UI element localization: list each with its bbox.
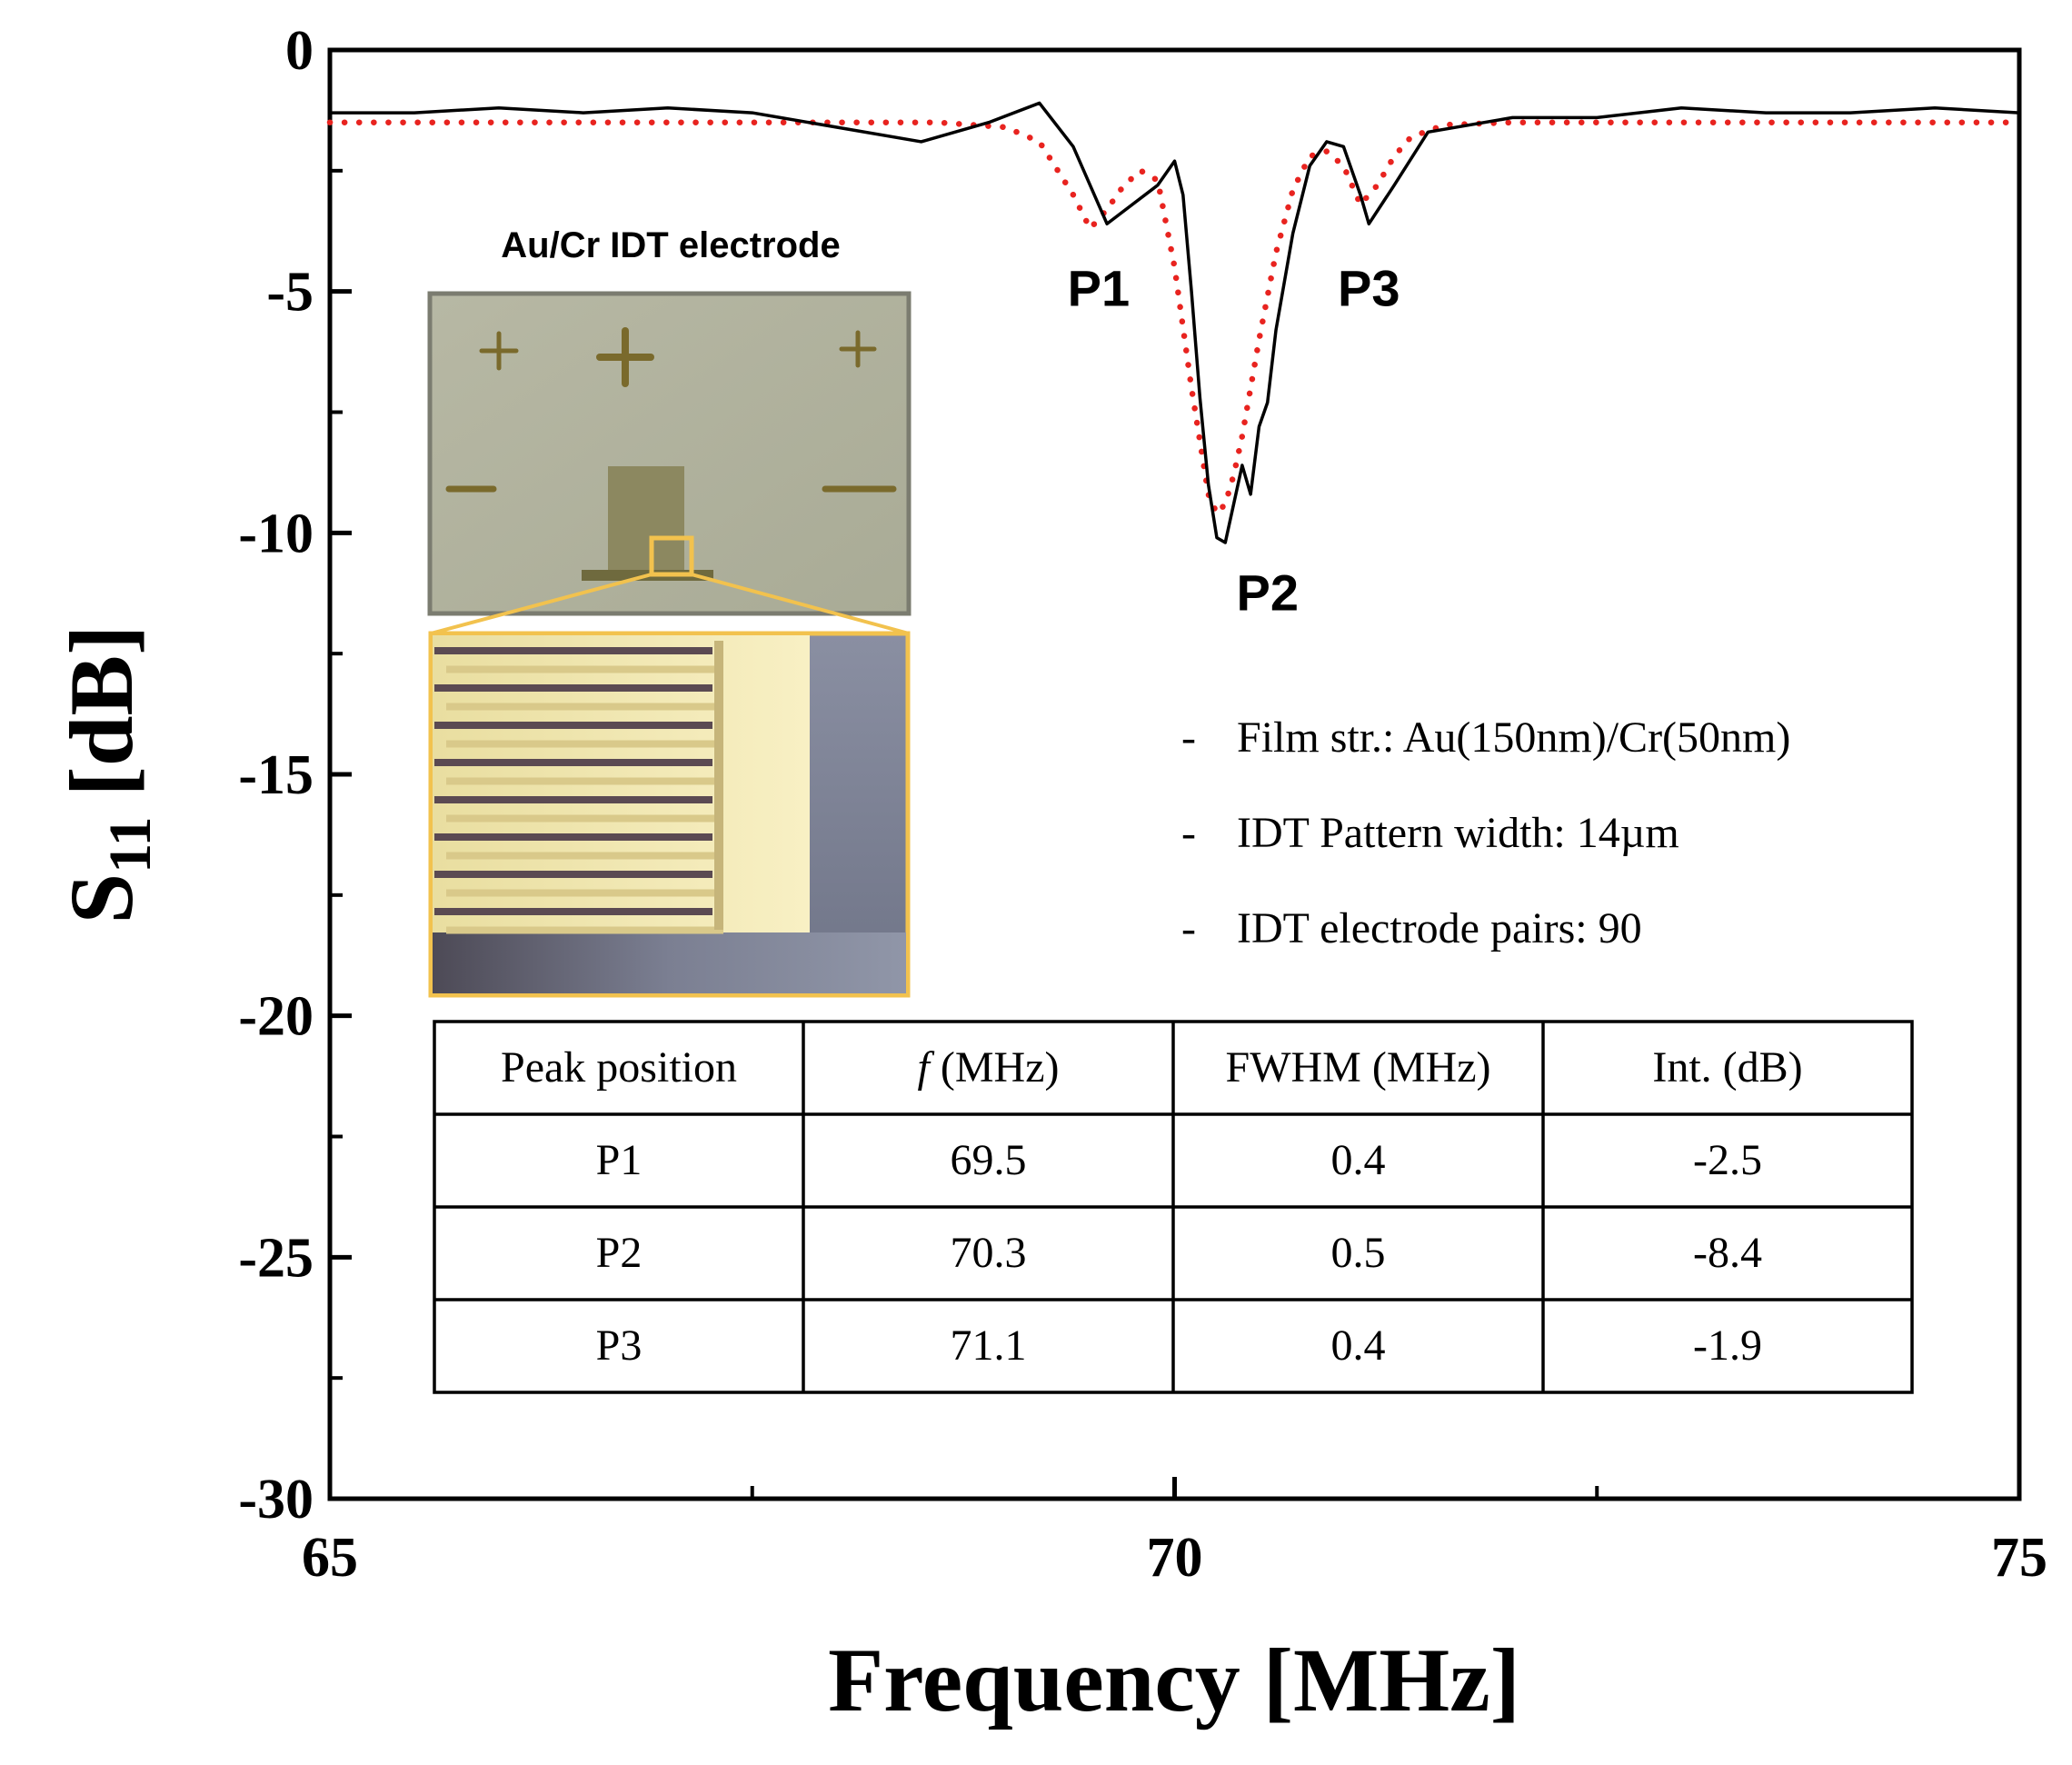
y-axis-subscript: 11 [97, 816, 164, 873]
zoom-connector [430, 573, 910, 635]
idt-finger [446, 777, 723, 785]
table-cell: 0.4 [1331, 1321, 1386, 1370]
x-tick-label: 70 [1147, 1527, 1203, 1589]
electrode-pad [608, 466, 684, 573]
table-cell: -8.4 [1693, 1229, 1762, 1277]
y-tick-label: -25 [238, 1227, 314, 1289]
y-tick-label: -30 [238, 1469, 314, 1531]
info-bullet: - [1181, 713, 1196, 762]
table-header: Int. (dB) [1652, 1043, 1802, 1092]
table-cell: P2 [596, 1229, 643, 1277]
table-cell: -2.5 [1693, 1136, 1762, 1184]
idt-finger [434, 684, 712, 692]
idt-finger [446, 703, 723, 711]
idt-finger [434, 871, 712, 878]
y-axis-unit: [dB] [51, 625, 152, 797]
idt-finger [434, 647, 712, 654]
x-tick-label: 75 [1991, 1527, 2047, 1589]
y-tick-label: -20 [238, 986, 314, 1048]
y-tick-label: -5 [266, 262, 314, 324]
table-cell: P3 [596, 1321, 643, 1370]
idt-finger [446, 814, 723, 823]
info-bullet: - [1181, 904, 1196, 952]
table-cell: P1 [596, 1136, 643, 1184]
idt-finger [434, 908, 712, 915]
x-tick-label: 65 [302, 1527, 358, 1589]
y-tick-label: -15 [238, 744, 314, 806]
table-cell: 0.4 [1331, 1136, 1386, 1184]
table-cell: 0.5 [1331, 1229, 1386, 1277]
peak-table: Peak position f (MHz) FWHM (MHz) Int. (dB) P… [433, 1020, 1914, 1394]
table-header: f (MHz) [918, 1043, 1060, 1092]
idt-finger [446, 665, 723, 673]
idt-finger [434, 796, 712, 803]
peak-label: P2 [1236, 563, 1299, 621]
peak-label: P3 [1338, 260, 1400, 317]
info-line: IDT Pattern width: 14µm [1237, 809, 1679, 857]
fit-line [326, 119, 2023, 520]
table-cell: 71.1 [951, 1321, 1027, 1370]
info-bullet: - [1181, 809, 1196, 857]
axis-tick-labels: 65 70 75 0 -5 -10 -15 -20 -25 -30 [238, 20, 2047, 1589]
idt-finger [446, 740, 723, 748]
y-axis-symbol: S [51, 873, 152, 924]
idt-finger [434, 833, 712, 841]
idt-bottom-substrate [433, 932, 906, 993]
y-tick-label: 0 [285, 20, 314, 82]
svg-text:S11[dB]: S11 [dB] [51, 625, 164, 924]
idt-bus-bar [714, 641, 723, 930]
peak-annotations: P1 P2 P3 [1068, 260, 1400, 622]
table-header: Peak position [501, 1043, 737, 1092]
y-tick-label: -10 [238, 503, 314, 564]
table-cell: 70.3 [951, 1229, 1027, 1277]
table-header: FWHM (MHz) [1226, 1043, 1491, 1092]
idt-finger [434, 759, 712, 766]
info-line: Film str.: Au(150nm)/Cr(50nm) [1237, 713, 1790, 762]
peak-label: P1 [1068, 260, 1131, 317]
x-axis-title: Frequency [MHz] [828, 1630, 1520, 1730]
idt-fingers [434, 641, 723, 934]
measured-line [330, 101, 2020, 544]
info-line: IDT electrode pairs: 90 [1237, 904, 1642, 952]
y-axis-title: S11 [dB] [51, 625, 164, 924]
table-cell: 69.5 [951, 1136, 1027, 1184]
inset-photo: Au/Cr IDT electrode [427, 225, 911, 998]
idt-finger [434, 722, 712, 729]
info-list: - Film str.: Au(150nm)/Cr(50nm)- IDT Patte… [1181, 713, 1790, 952]
idt-finger [446, 852, 723, 860]
axis-ticks [327, 47, 2022, 1501]
table-cell: -1.9 [1693, 1321, 1762, 1370]
alignment-marks [445, 327, 897, 493]
inset-title: Au/Cr IDT electrode [501, 225, 840, 265]
idt-finger [446, 926, 723, 934]
idt-finger [446, 889, 723, 897]
